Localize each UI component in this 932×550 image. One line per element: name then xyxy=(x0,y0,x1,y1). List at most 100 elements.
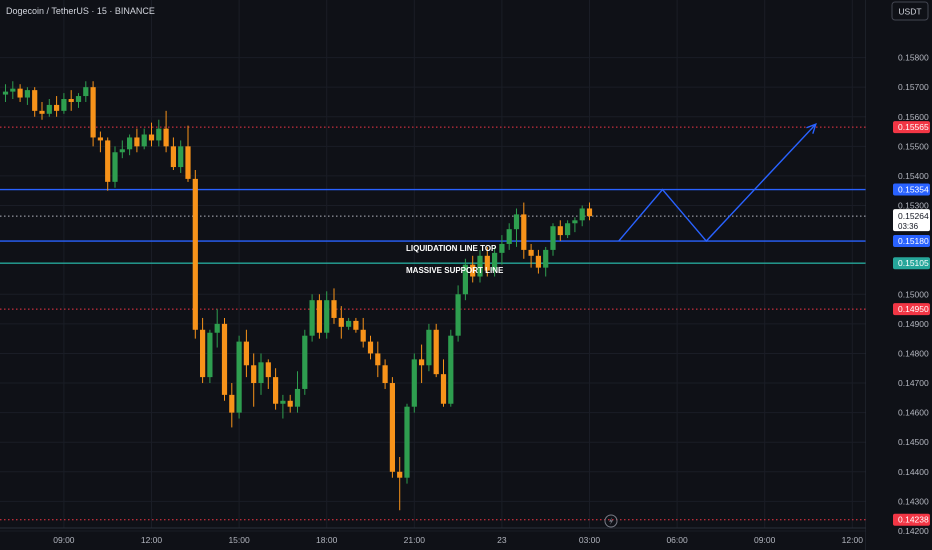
price-marker-label: 0.14950 xyxy=(898,304,929,314)
candle xyxy=(506,223,512,250)
candle-body xyxy=(127,137,133,150)
candle xyxy=(192,170,198,339)
candle xyxy=(156,119,162,147)
candle xyxy=(221,317,228,401)
candle-body xyxy=(338,317,344,327)
candle xyxy=(462,258,468,301)
candle xyxy=(448,329,454,407)
price-marker-label: 0.15180 xyxy=(898,236,929,246)
candle-body xyxy=(119,149,125,153)
price-marker-label: 0.15105 xyxy=(898,258,929,268)
price-tick-label: 0.15800 xyxy=(898,53,929,63)
candle xyxy=(294,371,301,413)
candle xyxy=(535,249,541,274)
candle xyxy=(521,202,527,259)
candle-body xyxy=(586,208,593,217)
candle-body xyxy=(397,471,403,478)
candle-body xyxy=(134,137,140,147)
price-tick-label: 0.14900 xyxy=(898,319,929,329)
time-tick-label: 18:00 xyxy=(316,535,338,545)
lightning-icon[interactable] xyxy=(604,514,618,528)
candle-body xyxy=(309,300,315,336)
grid-lines xyxy=(0,0,866,532)
candle-body xyxy=(484,255,490,271)
annotation-label: MASSIVE SUPPORT LINE xyxy=(406,266,504,275)
candle-body xyxy=(75,96,82,102)
price-marker-label: 0.14238 xyxy=(898,515,929,525)
candle-body xyxy=(367,341,374,354)
candle xyxy=(382,359,388,389)
candle xyxy=(419,344,425,384)
candle xyxy=(346,317,352,330)
price-tick-label: 0.14700 xyxy=(898,378,929,388)
symbol-title: Dogecoin / TetherUS · 15 · BINANCE xyxy=(6,6,155,16)
candle-body xyxy=(448,335,454,404)
candle xyxy=(119,140,125,159)
candle-body xyxy=(39,110,45,114)
candle xyxy=(61,93,67,114)
candle-body xyxy=(513,214,520,230)
candle xyxy=(338,306,344,339)
candle-body xyxy=(141,134,147,147)
candle-body xyxy=(470,264,476,277)
candle xyxy=(54,96,60,117)
candle xyxy=(499,235,505,265)
candle-body xyxy=(185,146,191,179)
candle-body xyxy=(579,208,585,221)
currency-button[interactable]: USDT xyxy=(891,1,929,21)
price-marker xyxy=(893,303,930,316)
price-tick-label: 0.15500 xyxy=(898,141,929,151)
candle xyxy=(565,220,571,239)
horizontal-lines xyxy=(0,126,866,521)
candle-body xyxy=(543,249,549,268)
candle-body xyxy=(550,226,556,250)
candle xyxy=(185,125,191,182)
candle xyxy=(477,249,483,283)
candle-body xyxy=(229,394,235,413)
candle-body xyxy=(302,335,308,389)
candle-body xyxy=(382,365,388,384)
time-tick-label: 09:00 xyxy=(53,535,75,545)
candle-body xyxy=(54,104,60,111)
candle-body xyxy=(61,99,67,111)
price-tick-label: 0.15000 xyxy=(898,289,929,299)
candle-body xyxy=(528,249,534,256)
candle xyxy=(324,291,330,339)
candle xyxy=(141,128,147,150)
price-marker xyxy=(893,183,930,196)
candle xyxy=(433,323,439,378)
time-tick-label: 06:00 xyxy=(666,535,688,545)
time-tick-label: 21:00 xyxy=(404,535,426,545)
candle-body xyxy=(419,359,425,366)
candle-body xyxy=(2,91,9,95)
currency-label: USDT xyxy=(898,7,921,17)
candle-body xyxy=(411,359,417,407)
candle xyxy=(287,394,293,413)
price-marker xyxy=(893,235,930,248)
candle xyxy=(163,110,169,153)
candle-body xyxy=(214,323,220,333)
candle-body xyxy=(462,264,468,295)
price-tick-label: 0.14200 xyxy=(898,526,929,536)
time-tick-label: 03:00 xyxy=(579,535,601,545)
time-tick-label: 12:00 xyxy=(842,535,864,545)
candle xyxy=(543,246,549,277)
candle-body xyxy=(499,243,505,253)
candle-body xyxy=(46,104,52,114)
price-marker-label: 0.15354 xyxy=(898,185,929,195)
candle-body xyxy=(83,87,89,97)
candle xyxy=(426,323,432,372)
candle xyxy=(492,246,498,277)
time-tick-label: 12:00 xyxy=(141,535,163,545)
candle-body xyxy=(251,365,257,384)
price-marker xyxy=(893,209,930,232)
candle xyxy=(411,353,417,413)
candle xyxy=(2,84,9,102)
candle-body xyxy=(506,229,512,244)
candle-body xyxy=(404,406,410,478)
candle-body xyxy=(346,320,352,327)
candle xyxy=(265,359,271,389)
candle-body xyxy=(90,87,96,138)
candle-body xyxy=(280,400,286,404)
